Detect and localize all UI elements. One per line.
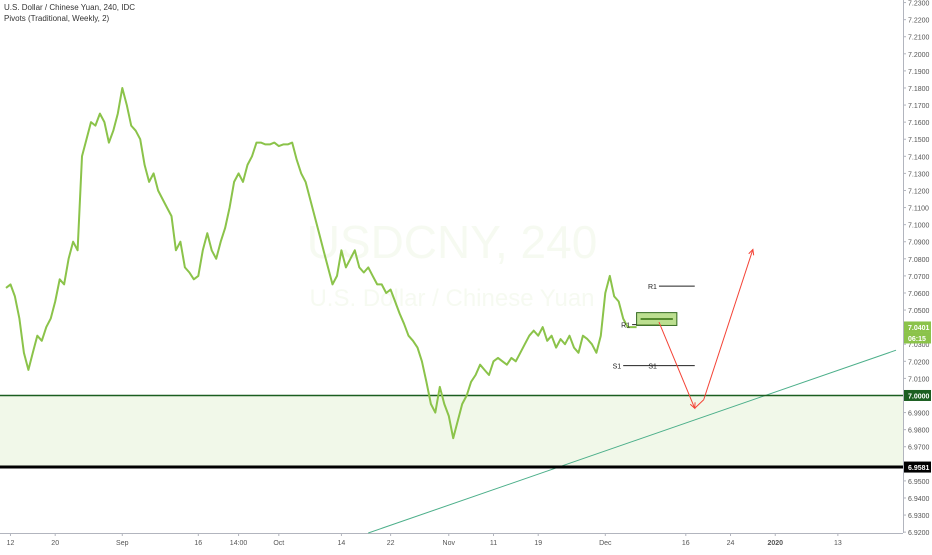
- price-label: 6.9581: [908, 465, 930, 472]
- x-tick-label: Dec: [599, 540, 612, 547]
- y-tick-label: 7.1000: [908, 223, 930, 230]
- x-tick-label: 24: [727, 540, 735, 547]
- watermark-name: U.S. Dollar / Chinese Yuan: [309, 285, 594, 312]
- x-tick-label: 20: [51, 540, 59, 547]
- x-tick-label: 13: [834, 540, 842, 547]
- y-tick-label: 7.1600: [908, 120, 930, 127]
- x-tick-label: 2020: [767, 540, 783, 547]
- projection-arrow-up[interactable]: [703, 249, 754, 400]
- y-tick-label: 7.0100: [908, 376, 930, 383]
- y-tick-label: 7.0600: [908, 291, 930, 298]
- pivot-label-s1: S1: [648, 364, 657, 371]
- y-tick-label: 7.2100: [908, 35, 930, 42]
- x-tick-label: Sep: [116, 540, 129, 547]
- y-tick-label: 6.9700: [908, 445, 930, 452]
- y-tick-label: 6.9200: [908, 530, 930, 537]
- y-tick-label: 7.0700: [908, 274, 930, 281]
- x-tick-label: 12: [7, 540, 15, 547]
- price-label: 7.0000: [908, 393, 930, 400]
- y-tick-label: 6.9900: [908, 411, 930, 418]
- y-tick-label: 7.0200: [908, 359, 930, 366]
- projection-arrow-up-head: [748, 248, 755, 256]
- y-tick-label: 7.1200: [908, 188, 930, 195]
- y-tick-label: 6.9500: [908, 479, 930, 486]
- trend-line[interactable]: [368, 349, 897, 534]
- x-tick-label: 14:00: [230, 540, 248, 547]
- x-tick-label: Oct: [273, 540, 284, 547]
- price-label-bg: [904, 461, 931, 473]
- y-tick-label: 7.1800: [908, 86, 930, 93]
- y-tick-label: 7.0300: [908, 342, 930, 349]
- y-tick-label: 6.9400: [908, 496, 930, 503]
- price-line[interactable]: [5, 87, 637, 440]
- price-label-bg: [904, 332, 931, 344]
- price-label: 7.0401: [908, 325, 930, 332]
- x-tick-label: Nov: [443, 540, 456, 547]
- y-tick-label: 7.1400: [908, 154, 930, 161]
- y-tick-label: 6.9800: [908, 428, 930, 435]
- projection-link: [694, 399, 705, 409]
- y-tick-label: 7.1700: [908, 103, 930, 110]
- pivot-label-r1: R1: [621, 323, 630, 330]
- y-tick-label: 7.1100: [908, 206, 929, 213]
- price-label: 06:15: [908, 336, 926, 343]
- y-tick-label: 7.2200: [908, 18, 930, 25]
- x-tick-label: 11: [490, 540, 497, 547]
- pivot-label-r1: R1: [648, 284, 657, 291]
- y-tick-label: 6.9300: [908, 513, 930, 520]
- y-tick-label: 7.0500: [908, 308, 930, 315]
- x-tick-label: 19: [534, 540, 542, 547]
- indicator-label: Pivots (Traditional, Weekly, 2): [4, 14, 110, 23]
- y-tick-label: 7.2300: [908, 1, 930, 8]
- x-tick-label: 22: [387, 540, 395, 547]
- x-tick-label: 16: [194, 540, 202, 547]
- chart-title: U.S. Dollar / Chinese Yuan, 240, IDC: [4, 3, 136, 12]
- x-tick-label: 14: [338, 540, 346, 547]
- y-tick-label: 7.1900: [908, 69, 930, 76]
- pivot-label-s1: S1: [613, 364, 622, 371]
- x-tick-label: 16: [682, 540, 690, 547]
- y-tick-label: 7.0800: [908, 257, 930, 264]
- watermark-symbol: USDCNY, 240: [307, 216, 598, 268]
- price-label-bg: [904, 389, 931, 401]
- y-tick-label: 7.1500: [908, 137, 930, 144]
- price-label-bg: [904, 321, 931, 333]
- projection-arrow-down[interactable]: [658, 321, 696, 409]
- y-tick-label: 7.2000: [908, 52, 930, 59]
- y-tick-label: 7.0900: [908, 240, 930, 247]
- y-tick-label: 7.1300: [908, 171, 930, 178]
